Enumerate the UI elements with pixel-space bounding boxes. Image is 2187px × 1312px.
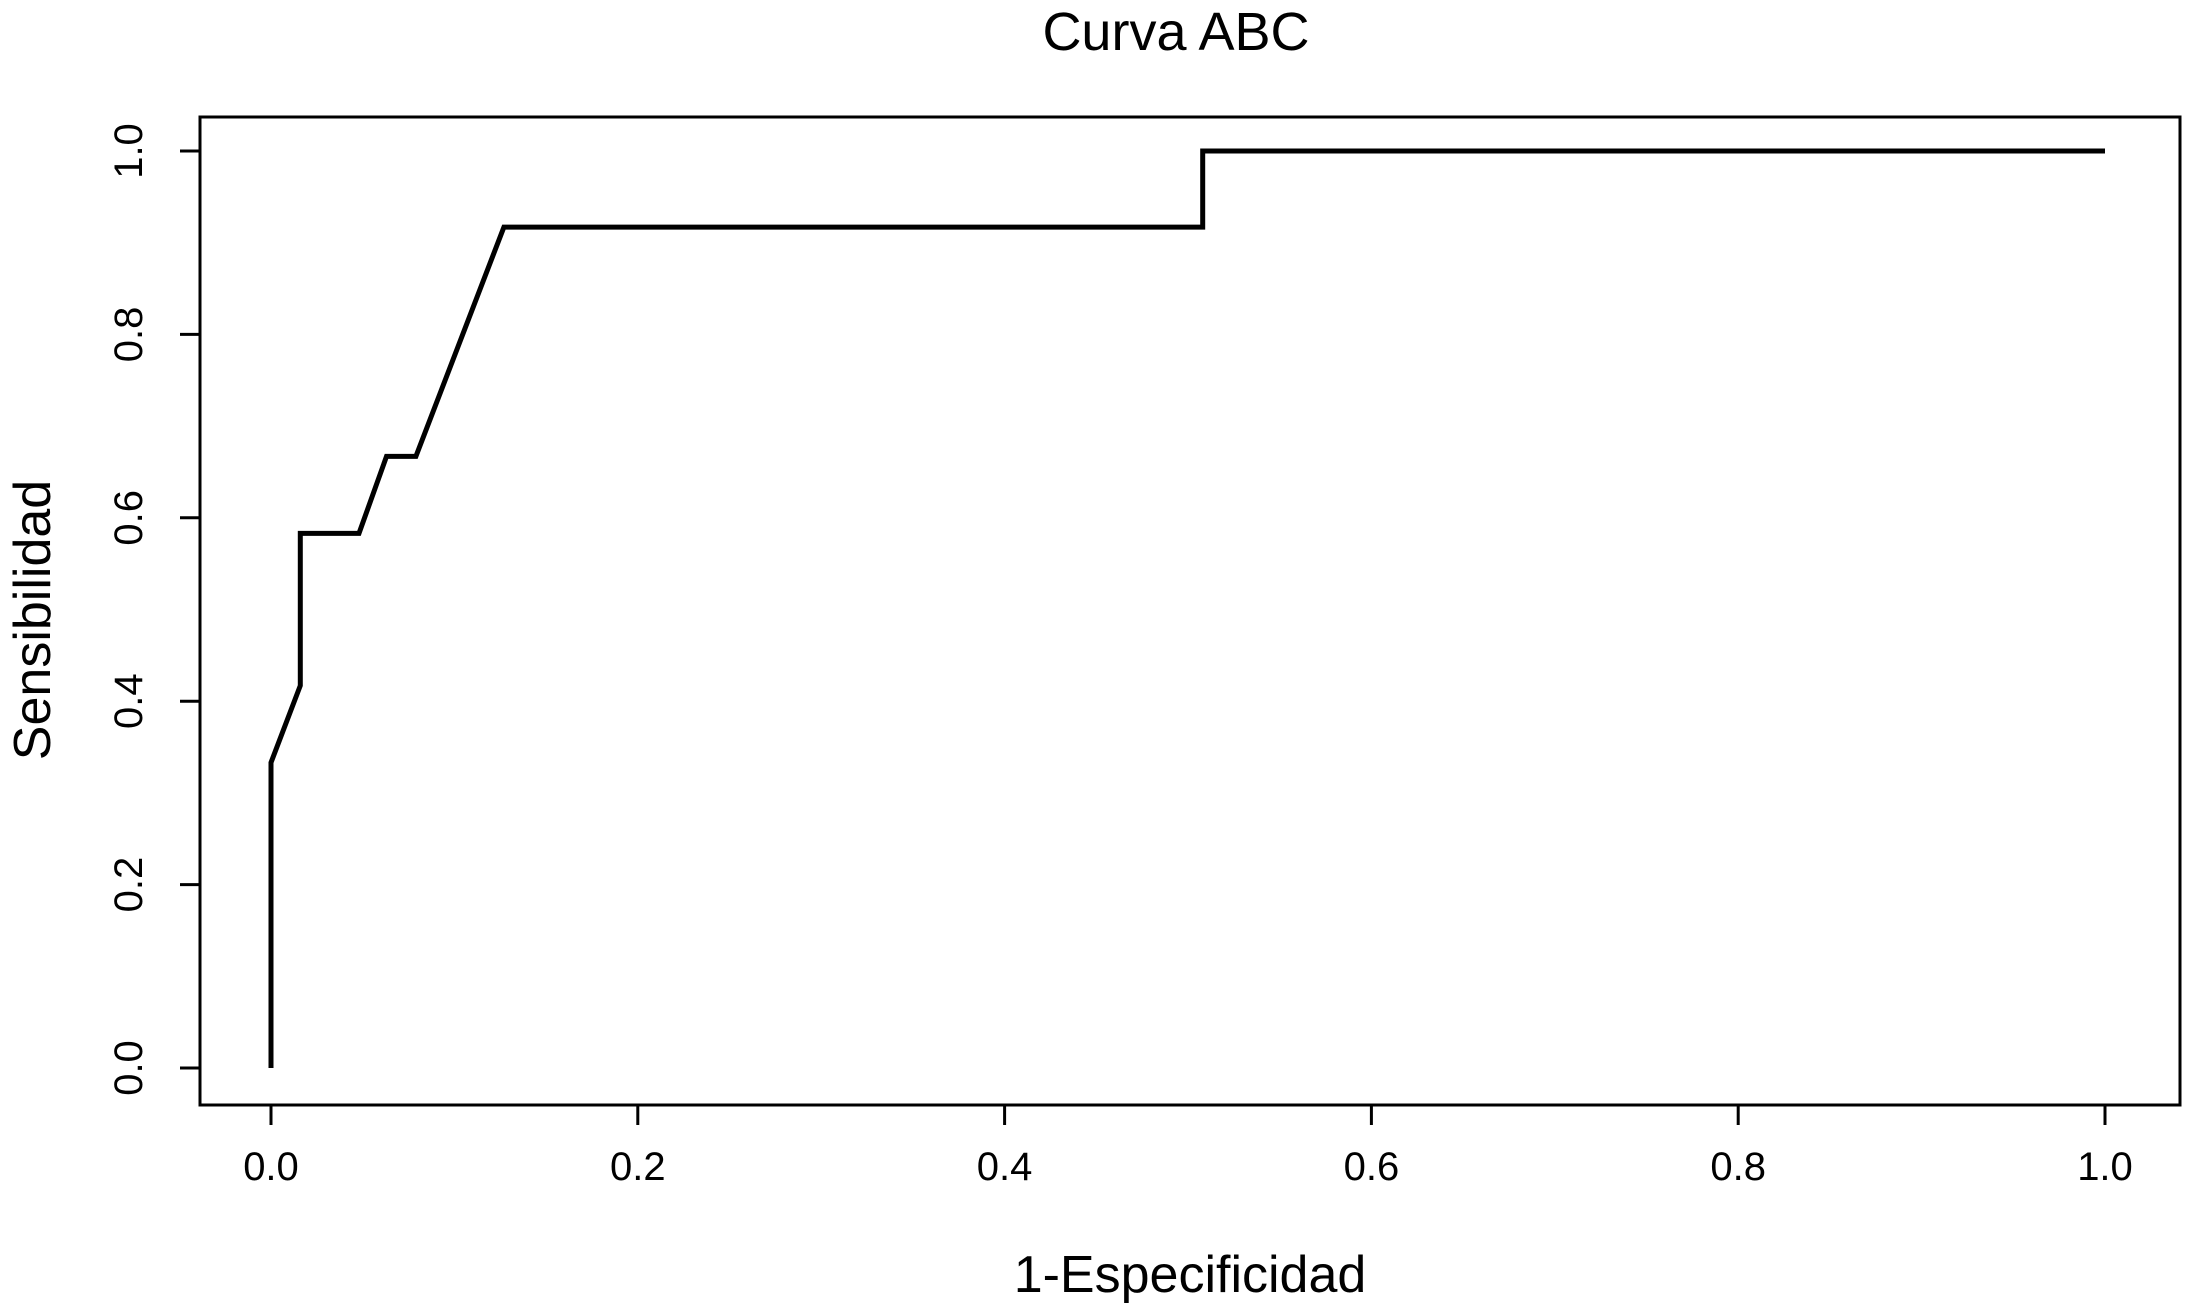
x-axis-label: 1-Especificidad xyxy=(1014,1246,1367,1304)
x-tick-label: 0.4 xyxy=(977,1145,1033,1189)
series-layer xyxy=(268,148,2105,1068)
y-axis: 0.0 0.2 0.4 0.6 0.8 1.0 xyxy=(107,123,202,1096)
x-tick-label: 1.0 xyxy=(2077,1145,2133,1189)
y-tick-label: 0.8 xyxy=(107,307,151,363)
plot-frame xyxy=(198,115,2182,1107)
roc-curve-line xyxy=(268,148,2105,1068)
x-tick-label: 0.0 xyxy=(243,1145,299,1189)
x-tick-label: 0.6 xyxy=(1344,1145,1400,1189)
y-tick-label: 1.0 xyxy=(107,123,151,179)
y-tick-label: 0.4 xyxy=(107,673,151,729)
y-tick-label: 0.0 xyxy=(107,1040,151,1096)
y-tick-label: 0.6 xyxy=(107,490,151,546)
x-axis: 0.0 0.2 0.4 0.6 0.8 1.0 xyxy=(243,1103,2133,1189)
chart-title: Curva ABC xyxy=(1042,2,1309,62)
x-tick-label: 0.2 xyxy=(610,1145,666,1189)
y-axis-label: Sensibilidad xyxy=(4,480,62,760)
x-tick-label: 0.8 xyxy=(1710,1145,1766,1189)
y-tick-label: 0.2 xyxy=(107,857,151,913)
